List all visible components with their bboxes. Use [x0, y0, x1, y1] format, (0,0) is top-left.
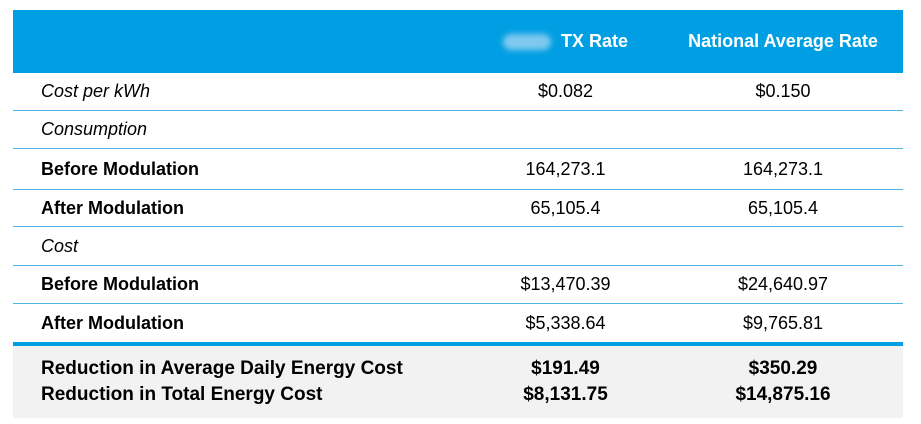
national-value: 65,105.4: [747, 197, 819, 218]
summary-tx-total: $8,131.75: [523, 384, 608, 405]
row-label: Cost per kWh: [41, 81, 151, 101]
summary-tx-daily: $191.49: [531, 358, 600, 379]
summary-label-daily: Reduction in Average Daily Energy Cost: [41, 358, 403, 379]
summary-labels: Reduction in Average Daily Energy Cost R…: [13, 346, 433, 418]
tx-value: $5,338.64: [525, 312, 606, 333]
table-row: After Modulation $5,338.64 $9,765.81: [13, 304, 903, 342]
row-label: Cost: [41, 235, 79, 256]
table-row: Before Modulation 164,273.1 164,273.1: [13, 149, 903, 190]
energy-cost-table: TX Rate National Average Rate Cost per k…: [13, 10, 903, 418]
row-label: Consumption: [41, 119, 148, 139]
summary-label-total: Reduction in Total Energy Cost: [41, 384, 323, 405]
header-tx-rate: TX Rate: [433, 31, 663, 52]
tx-value: 164,273.1: [525, 158, 606, 179]
row-label: Before Modulation: [41, 274, 199, 294]
national-value: 164,273.1: [742, 158, 824, 179]
tx-value: $0.082: [537, 81, 594, 101]
tx-value: $13,470.39: [520, 274, 611, 294]
redacted-location-text: [502, 34, 551, 51]
national-value: $9,765.81: [742, 312, 824, 333]
summary-section: Reduction in Average Daily Energy Cost R…: [13, 342, 903, 418]
summary-national-total: $14,875.16: [735, 384, 831, 405]
summary-national-daily: $350.29: [748, 358, 818, 379]
summary-national-values: $350.29 $14,875.16: [663, 346, 903, 418]
table-row: Cost: [13, 227, 903, 266]
summary-tx-values: $191.49 $8,131.75: [433, 346, 663, 418]
row-label: After Modulation: [41, 312, 184, 333]
header-national-rate: National Average Rate: [688, 31, 878, 51]
row-label: After Modulation: [41, 197, 184, 218]
table-row: After Modulation 65,105.4 65,105.4: [13, 190, 903, 227]
national-value: $24,640.97: [737, 274, 829, 294]
table-row: Consumption: [13, 111, 903, 149]
table-row: Cost per kWh $0.082 $0.150: [13, 73, 903, 111]
national-value: $0.150: [755, 81, 811, 101]
header-tx-rate-label: TX Rate: [560, 31, 629, 51]
tx-value: 65,105.4: [530, 197, 601, 218]
row-label: Before Modulation: [41, 158, 199, 179]
table-row: Before Modulation $13,470.39 $24,640.97: [13, 266, 903, 304]
table-header: TX Rate National Average Rate: [13, 10, 903, 73]
